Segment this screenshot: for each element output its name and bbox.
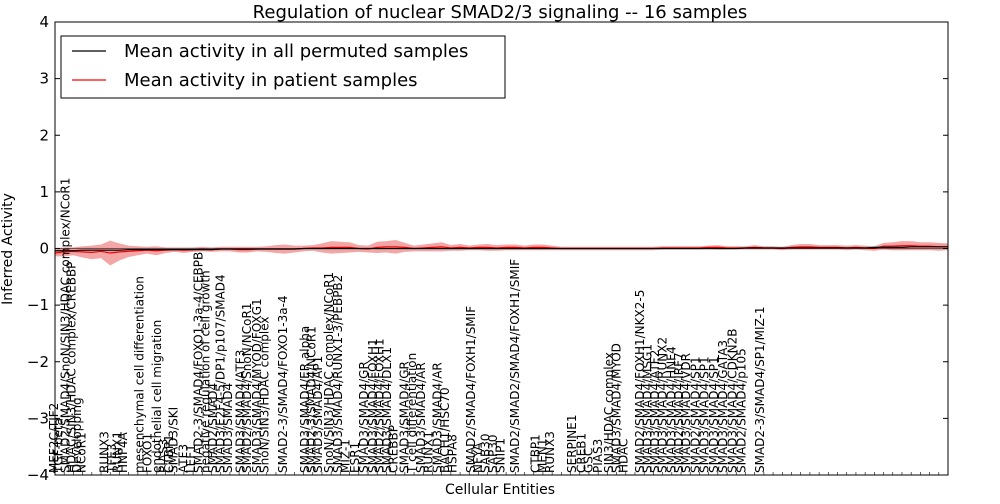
band-patient — [55, 240, 948, 266]
category-label: CTBP1 — [162, 434, 176, 473]
category-label: SERPINE1 — [565, 414, 579, 473]
category-label: MEF2C/TIF2 — [47, 403, 61, 473]
category-label: SMAD3/SMAD4/RUNX2 — [655, 337, 669, 473]
category-label: SAP30 — [486, 434, 500, 473]
category-label: SMAD2-3/SMAD4/NCoR1 — [305, 326, 319, 473]
category-label: SMAD3/SMAD4/ATF3 — [234, 350, 248, 473]
category-label: HDAC — [617, 439, 631, 473]
category-label: SMAD3/SMAD4/HNF4 — [665, 346, 679, 473]
category-label: SMAD3/SMAD4/ATF2 — [648, 350, 662, 473]
category-label: SMAD2/SMAD4/FOXH1/NKX2-5 — [633, 290, 647, 473]
category-label: FOXO1 — [141, 433, 155, 473]
category-label: RUNX1 — [110, 431, 124, 473]
category-label: NFYA — [471, 442, 485, 473]
category-label: SMAD3/SKI — [166, 407, 180, 473]
chart-title: Regulation of nuclear SMAD2/3 signaling … — [253, 2, 748, 23]
category-label: SIN3/HDAC complex — [602, 352, 616, 473]
category-label: SMAD3/SMAD4/DLX1 — [380, 347, 394, 473]
category-label: SNIP1 — [493, 438, 507, 473]
category-label: endothelial cell migration — [150, 320, 164, 473]
category-label: SMAD2/SMAD4/FOXH1 — [373, 338, 387, 473]
category-label: SMAD3/SMAD4/AR — [431, 362, 445, 473]
legend-label-patient: Mean activity in patient samples — [124, 70, 418, 91]
category-label: SAB30 — [479, 433, 493, 473]
category-label: SnoN/SIN3/HDAC complex/NCoR1 — [322, 272, 336, 473]
category-label: HSPA8 — [445, 434, 459, 473]
legend: Mean activity in all permuted samples Me… — [60, 35, 506, 99]
category-label: SMAD3/SMAD4/GR — [398, 361, 412, 473]
category-label: SMAD3/SMAD4/VDR — [679, 353, 693, 473]
category-label: T cell differentiation — [405, 353, 419, 474]
category-label: TFE3 — [105, 444, 119, 474]
category-label: NCoR1 — [74, 432, 88, 473]
category-label: RUNX3 — [97, 431, 111, 473]
plot-frame — [54, 21, 949, 476]
y-tick-label: 3 — [39, 70, 49, 88]
x-axis-label: Cellular Entities — [445, 482, 555, 498]
category-label: SMAD3/SMAD4/CDKN2B — [725, 328, 739, 473]
category-label: RUNX3 — [543, 431, 557, 473]
category-label: CREBBP — [386, 425, 400, 473]
series-lines — [54, 245, 948, 254]
category-label: CTBP1 — [528, 434, 542, 473]
category-label: PIAS3 — [156, 439, 170, 473]
category-label: mesenchymal cell differentiation — [132, 276, 146, 473]
category-label: SMAD3/SMAD4/FOXH1 — [366, 338, 380, 473]
category-label: SnoN/SIN3/HDAC complex — [258, 316, 272, 473]
category-label: MIZ-1 — [339, 439, 353, 473]
category-label: SMAD2-3/SMAD4/FOXO1-3a-4 — [276, 295, 290, 473]
category-label: SMAD2/SMAD4/SnoN/SIN3/HDAC complex/NCoR1 — [59, 178, 73, 473]
category-label: SMAD3/SMAD4/ER alpha — [298, 326, 312, 473]
category-label: SMAD2-3/SMAD4/FOXO1-3a-4/CEBPB — [191, 252, 205, 473]
category-label: SMAD3/SMAD4/MYOD/FOXG1 — [250, 298, 264, 473]
category-label: RUNX1 — [421, 431, 435, 473]
category-label: SMAD3/SMAD4/GR — [357, 361, 371, 473]
category-label: SMAD2/SMAD4/p105 — [734, 348, 748, 473]
category-label: SMAD3/SMAD4/MYOD — [609, 343, 623, 473]
y-tick-label: 4 — [39, 13, 49, 31]
category-label: PIAS3 — [591, 439, 605, 473]
category-label: SMAD2/SMAD4 — [206, 383, 220, 473]
category-label: SMAD3/SMAD4/AP1 — [311, 356, 325, 473]
y-axis-label: Inferred Activity — [0, 193, 16, 305]
category-label: negative regulation of cell growth — [199, 270, 213, 473]
category-label: SMAD3/SMAD4/AR — [414, 362, 428, 473]
category-label: MEN1 — [536, 438, 550, 473]
y-tick-label: −1 — [27, 296, 49, 314]
category-label: CREB1 — [574, 433, 588, 473]
category-label: BACH1/HSC70 — [438, 387, 452, 473]
legend-box — [60, 35, 506, 99]
y-tick-label: 1 — [39, 183, 49, 201]
category-label: SMAD3/E2F4-5/DP1/p107/SMAD4 — [213, 274, 227, 473]
category-label: Developping — [70, 397, 84, 473]
category-label: ATF3 — [177, 444, 191, 473]
legend-label-permuted: Mean activity in all permuted samples — [124, 41, 468, 62]
category-label: SMAD2/SMAD4/FOXH1/SMIF — [464, 306, 478, 473]
category-label: SMAD2-3/SMAD4/SP1/MIZ-1 — [753, 306, 767, 473]
category-label: SMAD3/SMAD4/SP1 — [707, 356, 721, 473]
y-tick-label: −2 — [27, 353, 49, 371]
category-label: SMAD2/SMAD4/IRF7 — [672, 352, 686, 473]
category-label: SMAD2/SMAD4/SnoN/NCoR1 — [240, 303, 254, 473]
category-label: LEF1 — [184, 444, 198, 473]
y-tick-label: 0 — [39, 240, 49, 258]
category-label: SMAD2/SMAD4/SP1 — [688, 356, 702, 473]
category-label: HNF4A — [116, 431, 130, 473]
y-tick-label: −3 — [27, 409, 49, 427]
category-label: ESR1 — [348, 442, 362, 473]
category-label: SMAD3/SMAD4/GATA3 — [716, 340, 730, 473]
category-label: SMAD3/SMAD4/RUNX1-3/PEBPB2 — [331, 275, 345, 473]
category-label: SMAD3/SMAD4/MSG1 — [641, 344, 655, 473]
category-label: SMAD2/SMAD2/SMAD4/FOXH1/SMIF — [508, 259, 522, 473]
category-labels: MEF2C/TIF2TGF-betaSMAD2/SMAD4/SnoN/SIN3/… — [47, 178, 767, 474]
category-label: SMAD3/SMAD4/SP1 — [698, 356, 712, 473]
category-label: GSC — [582, 448, 596, 473]
y-tick-label: 2 — [39, 126, 49, 144]
category-label: SMAD3/SMAD4 — [221, 383, 235, 473]
category-label: HDAC/SIN3/HDAC complex/CREBBP — [64, 262, 78, 473]
y-tick-label: −4 — [27, 466, 49, 484]
